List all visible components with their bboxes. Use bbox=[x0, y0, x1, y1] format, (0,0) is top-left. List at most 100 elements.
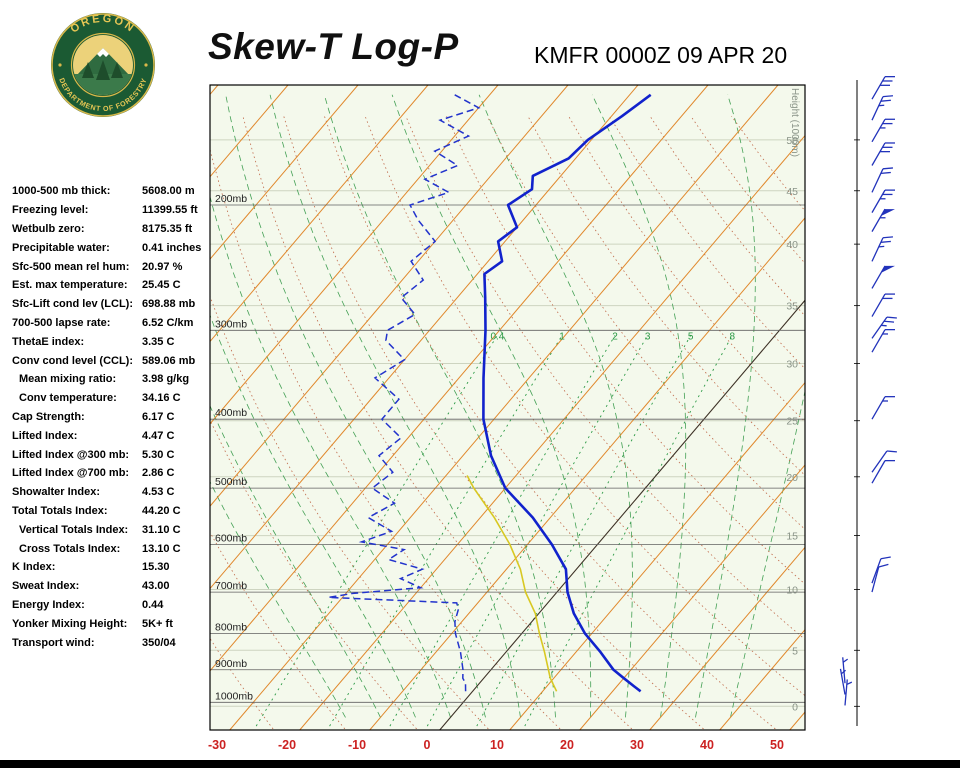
dry-adiabat-line bbox=[242, 115, 633, 730]
isotherm-line bbox=[210, 85, 709, 672]
mixing-ratio-line bbox=[255, 335, 498, 727]
isotherm-line bbox=[210, 85, 359, 260]
index-row: Lifted Index: 4.47 C bbox=[12, 426, 214, 445]
index-label: Showalter Index: bbox=[12, 486, 101, 499]
isotherm-line bbox=[579, 464, 805, 730]
dry-adiabat-line bbox=[608, 115, 805, 370]
index-label: 1000-500 mb thick: bbox=[12, 185, 111, 198]
moist-adiabat-line bbox=[210, 314, 416, 718]
index-row: Mean mixing ratio: 3.98 g/kg bbox=[12, 370, 214, 389]
index-label: Yonker Mixing Height: bbox=[12, 617, 128, 630]
wind-barb bbox=[871, 76, 895, 100]
index-value: 13.10 C bbox=[142, 542, 181, 555]
isotherm-line bbox=[299, 134, 805, 730]
wind-barb bbox=[842, 657, 849, 684]
temperature-axis-label: 0 bbox=[424, 738, 431, 752]
dry-adiabat-line bbox=[210, 637, 274, 730]
wind-barb bbox=[871, 396, 895, 420]
tree-icon bbox=[111, 62, 123, 78]
index-value: 15.30 bbox=[142, 561, 170, 574]
index-value: 5608.00 m bbox=[142, 185, 195, 198]
index-value: 3.98 g/kg bbox=[142, 373, 190, 386]
odf-logo: OREGON DEPARTMENT OF FORESTRY bbox=[51, 13, 155, 117]
moist-adiabat-line bbox=[478, 94, 633, 718]
wetbulb-trace bbox=[466, 475, 558, 692]
index-value: 5.30 C bbox=[142, 448, 175, 461]
wind-barb bbox=[844, 679, 853, 706]
index-row: Lifted Index @700 mb: 2.86 C bbox=[12, 464, 214, 483]
index-value: 4.47 C bbox=[142, 429, 175, 442]
index-label: Transport wind: bbox=[12, 636, 95, 649]
page-title: Skew-T Log-P bbox=[208, 26, 459, 67]
index-row: Lifted Index @300 mb: 5.30 C bbox=[12, 445, 214, 464]
pressure-label: 600mb bbox=[215, 532, 247, 544]
isotherm-line bbox=[210, 85, 429, 343]
wind-barb bbox=[871, 459, 895, 484]
isotherm-line bbox=[210, 85, 639, 590]
wind-barb bbox=[871, 236, 894, 262]
pressure-label: 700mb bbox=[215, 580, 247, 592]
wind-barb bbox=[871, 167, 894, 193]
wind-barb bbox=[871, 563, 889, 593]
index-label: Cap Strength: bbox=[12, 410, 85, 423]
index-label: Lifted Index @700 mb: bbox=[12, 467, 130, 480]
dry-adiabat-line bbox=[364, 115, 805, 697]
index-label: Vertical Totals Index: bbox=[19, 523, 129, 536]
index-value: 43.00 bbox=[142, 580, 170, 593]
logo-dot-right bbox=[144, 63, 148, 67]
index-value: 31.10 C bbox=[142, 523, 181, 536]
height-label: 50 bbox=[786, 135, 798, 147]
moist-adiabat-line bbox=[323, 94, 556, 718]
tree-icon bbox=[96, 60, 110, 80]
temperature-axis-label: -10 bbox=[348, 738, 366, 752]
index-row: Sfc-500 mean rel hum: 20.97 % bbox=[12, 257, 214, 276]
wind-barb bbox=[871, 118, 895, 143]
index-row: Yonker Mixing Height: 5K+ ft bbox=[12, 614, 214, 633]
zero-isotherm-line bbox=[439, 299, 805, 730]
wind-barb bbox=[871, 208, 895, 232]
dry-adiabat-line bbox=[405, 115, 805, 640]
index-value: 11399.55 ft bbox=[142, 204, 198, 217]
index-row: Sfc-Lift cond lev (LCL): 698.88 mb bbox=[12, 295, 214, 314]
mixing-ratio-label: 5 bbox=[688, 331, 694, 342]
tree-icon bbox=[82, 62, 94, 78]
temperature-axis-label: 20 bbox=[560, 738, 574, 752]
mixing-ratio-label: 1 bbox=[559, 331, 565, 342]
height-axis-title: Height (1000m) bbox=[789, 88, 800, 157]
moist-adiabat-line bbox=[391, 94, 592, 718]
index-row: Conv cond level (CCL): 589.06 mb bbox=[12, 351, 214, 370]
dry-adiabat-line bbox=[486, 115, 805, 530]
temperature-axis-label: -20 bbox=[278, 738, 296, 752]
isotherm-line bbox=[210, 85, 569, 507]
index-label: Total Totals Index: bbox=[12, 504, 108, 517]
moist-adiabat-line bbox=[730, 389, 805, 718]
index-row: Wetbulb zero: 8175.35 ft bbox=[12, 220, 214, 239]
index-label: Energy Index: bbox=[12, 598, 85, 611]
dry-adiabat-line bbox=[210, 418, 417, 730]
mixing-ratio-line bbox=[426, 335, 648, 727]
wind-barb bbox=[871, 556, 891, 584]
index-value: 0.41 inches bbox=[142, 241, 202, 254]
wind-barb bbox=[871, 95, 894, 121]
index-value: 44.20 C bbox=[142, 504, 181, 517]
mixing-ratio-label: 3 bbox=[645, 331, 651, 342]
index-value: 698.88 mb bbox=[142, 298, 196, 311]
logo-dot-left bbox=[58, 63, 62, 67]
bottom-border bbox=[0, 760, 960, 768]
temperature-trace bbox=[482, 93, 652, 693]
index-row: Cross Totals Index: 13.10 C bbox=[12, 539, 214, 558]
index-value: 8175.35 ft bbox=[142, 222, 193, 235]
index-value: 34.16 C bbox=[142, 392, 181, 405]
index-label: Sfc-Lift cond lev (LCL): bbox=[12, 298, 133, 311]
wind-barb bbox=[871, 450, 897, 473]
wind-barb bbox=[871, 328, 895, 353]
index-value: 6.52 C/km bbox=[142, 316, 194, 329]
index-label: ThetaE index: bbox=[12, 335, 85, 348]
pressure-label: 300mb bbox=[215, 318, 247, 330]
logo-forest-scene bbox=[73, 48, 133, 95]
index-row: Vertical Totals Index: 31.10 C bbox=[12, 520, 214, 539]
height-label: 35 bbox=[786, 301, 798, 313]
index-label: K Index: bbox=[12, 561, 56, 574]
